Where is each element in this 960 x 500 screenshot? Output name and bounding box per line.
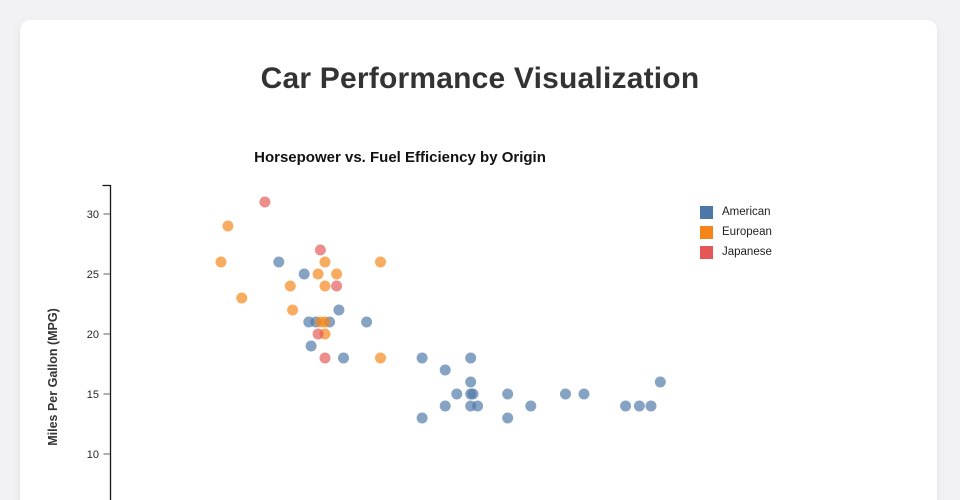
legend-swatch-european bbox=[700, 225, 713, 239]
data-point-american[interactable] bbox=[416, 352, 428, 364]
y-tick-label: 25 bbox=[87, 269, 99, 281]
data-point-american[interactable] bbox=[467, 388, 479, 400]
legend-label: Japanese bbox=[722, 245, 772, 258]
legend-label: American bbox=[722, 205, 771, 218]
legend-item-japanese[interactable]: Japanese bbox=[700, 242, 772, 262]
legend-item-european[interactable]: European bbox=[700, 222, 772, 242]
data-point-european[interactable] bbox=[331, 268, 343, 280]
data-point-european[interactable] bbox=[375, 256, 386, 268]
data-point-european[interactable] bbox=[375, 352, 386, 364]
data-point-american[interactable] bbox=[465, 376, 477, 388]
data-point-european[interactable] bbox=[236, 292, 248, 304]
data-point-american[interactable] bbox=[273, 256, 285, 268]
data-point-european[interactable] bbox=[319, 280, 331, 292]
legend: American European Japanese bbox=[700, 202, 772, 262]
data-point-european[interactable] bbox=[287, 304, 299, 316]
data-point-european[interactable] bbox=[222, 220, 234, 232]
data-point-american[interactable] bbox=[472, 400, 484, 412]
legend-swatch-japanese bbox=[700, 245, 713, 259]
data-point-japanese[interactable] bbox=[314, 244, 326, 256]
data-point-american[interactable] bbox=[633, 400, 645, 412]
card bbox=[20, 20, 937, 500]
data-point-american[interactable] bbox=[654, 376, 666, 388]
data-point-american[interactable] bbox=[298, 268, 310, 280]
data-point-american[interactable] bbox=[465, 352, 477, 364]
data-point-american[interactable] bbox=[333, 304, 345, 316]
y-tick-label: 20 bbox=[87, 329, 99, 341]
y-axis-title: Miles Per Gallon (MPG) bbox=[46, 308, 60, 446]
data-point-american[interactable] bbox=[416, 412, 428, 424]
data-point-american[interactable] bbox=[560, 388, 571, 400]
legend-swatch-american bbox=[700, 205, 713, 219]
data-point-american[interactable] bbox=[525, 400, 537, 412]
legend-item-american[interactable]: American bbox=[700, 202, 772, 222]
data-point-japanese[interactable] bbox=[312, 328, 324, 340]
data-point-japanese[interactable] bbox=[319, 352, 331, 364]
data-point-american[interactable] bbox=[439, 400, 451, 412]
data-point-american[interactable] bbox=[578, 388, 590, 400]
data-point-japanese[interactable] bbox=[331, 280, 343, 292]
chart-title: Horsepower vs. Fuel Efficiency by Origin bbox=[254, 149, 546, 166]
y-tick-label: 30 bbox=[87, 209, 99, 221]
data-point-european[interactable] bbox=[284, 280, 296, 292]
data-point-american[interactable] bbox=[439, 364, 451, 376]
data-point-american[interactable] bbox=[502, 388, 514, 400]
data-point-american[interactable] bbox=[645, 400, 657, 412]
page-title: Car Performance Visualization bbox=[260, 62, 700, 95]
data-point-american[interactable] bbox=[338, 352, 349, 364]
data-point-european[interactable] bbox=[215, 256, 227, 268]
data-point-european[interactable] bbox=[319, 256, 331, 268]
data-point-american[interactable] bbox=[305, 340, 317, 352]
data-point-european[interactable] bbox=[312, 268, 324, 280]
y-tick-label: 15 bbox=[87, 389, 99, 401]
data-point-american[interactable] bbox=[502, 412, 514, 424]
y-tick-label: 10 bbox=[87, 449, 99, 461]
data-point-american[interactable] bbox=[361, 316, 373, 328]
data-point-japanese[interactable] bbox=[259, 196, 271, 208]
legend-label: European bbox=[722, 225, 772, 238]
data-point-american[interactable] bbox=[620, 400, 632, 412]
data-point-european[interactable] bbox=[319, 316, 331, 328]
data-point-american[interactable] bbox=[451, 388, 463, 400]
